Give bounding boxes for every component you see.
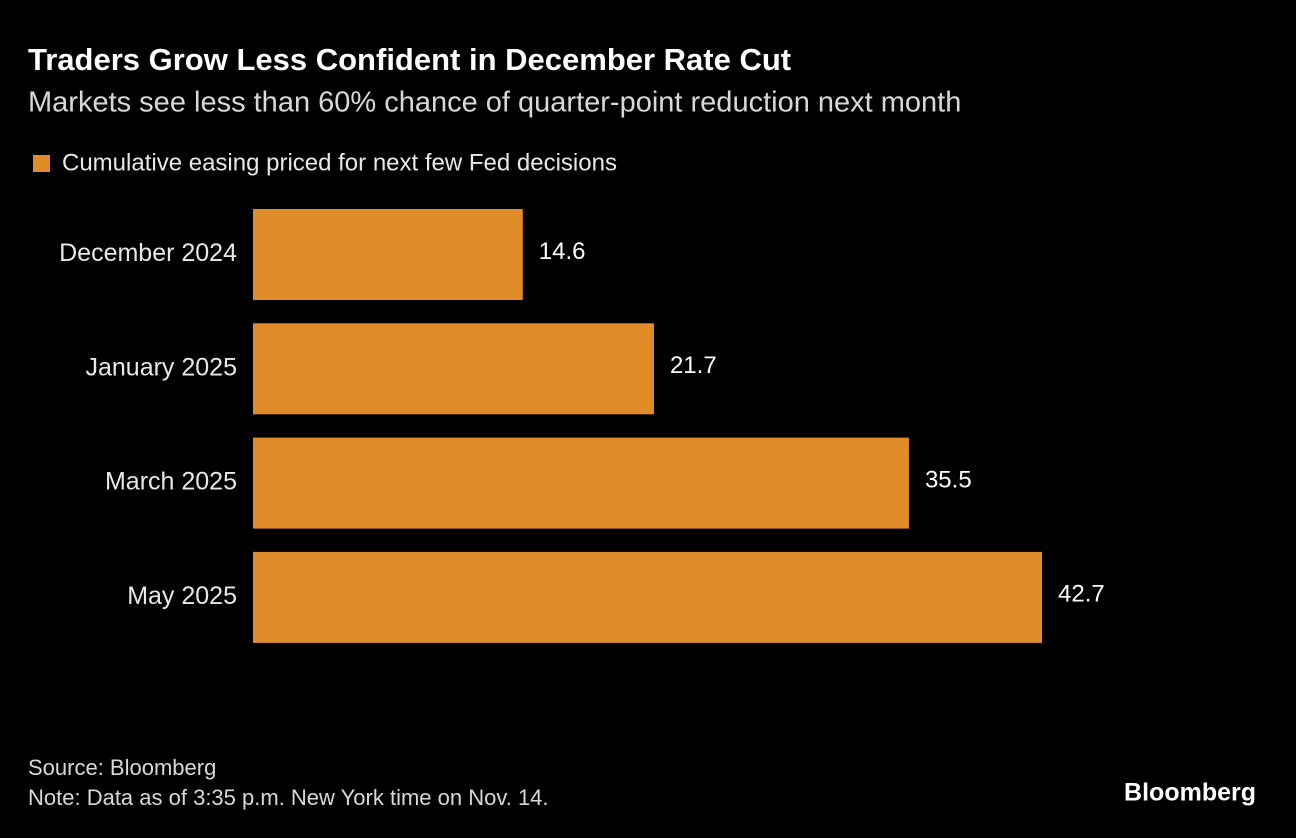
y-tick-label: January 2025 (85, 353, 237, 381)
logo: Bloomberg (1124, 779, 1256, 807)
y-tick-label: May 2025 (127, 582, 237, 610)
source: Source: Bloomberg (28, 755, 216, 780)
chart-subtitle: Markets see less than 60% chance of quar… (28, 87, 961, 119)
data-label: 21.7 (670, 352, 717, 379)
chart-title: Traders Grow Less Confident in December … (28, 42, 791, 77)
note: Note: Data as of 3:35 p.m. New York time… (28, 785, 549, 810)
bar (253, 551, 1042, 643)
data-label: 14.6 (539, 238, 586, 265)
data-label: 42.7 (1058, 581, 1105, 608)
y-tick-label: March 2025 (105, 468, 237, 496)
legend-swatch (33, 155, 50, 172)
bar (253, 323, 654, 415)
bar (253, 437, 909, 529)
bar (253, 209, 523, 300)
data-label: 35.5 (925, 466, 972, 493)
legend-label: Cumulative easing priced for next few Fe… (62, 149, 617, 176)
y-tick-label: December 2024 (59, 239, 237, 267)
